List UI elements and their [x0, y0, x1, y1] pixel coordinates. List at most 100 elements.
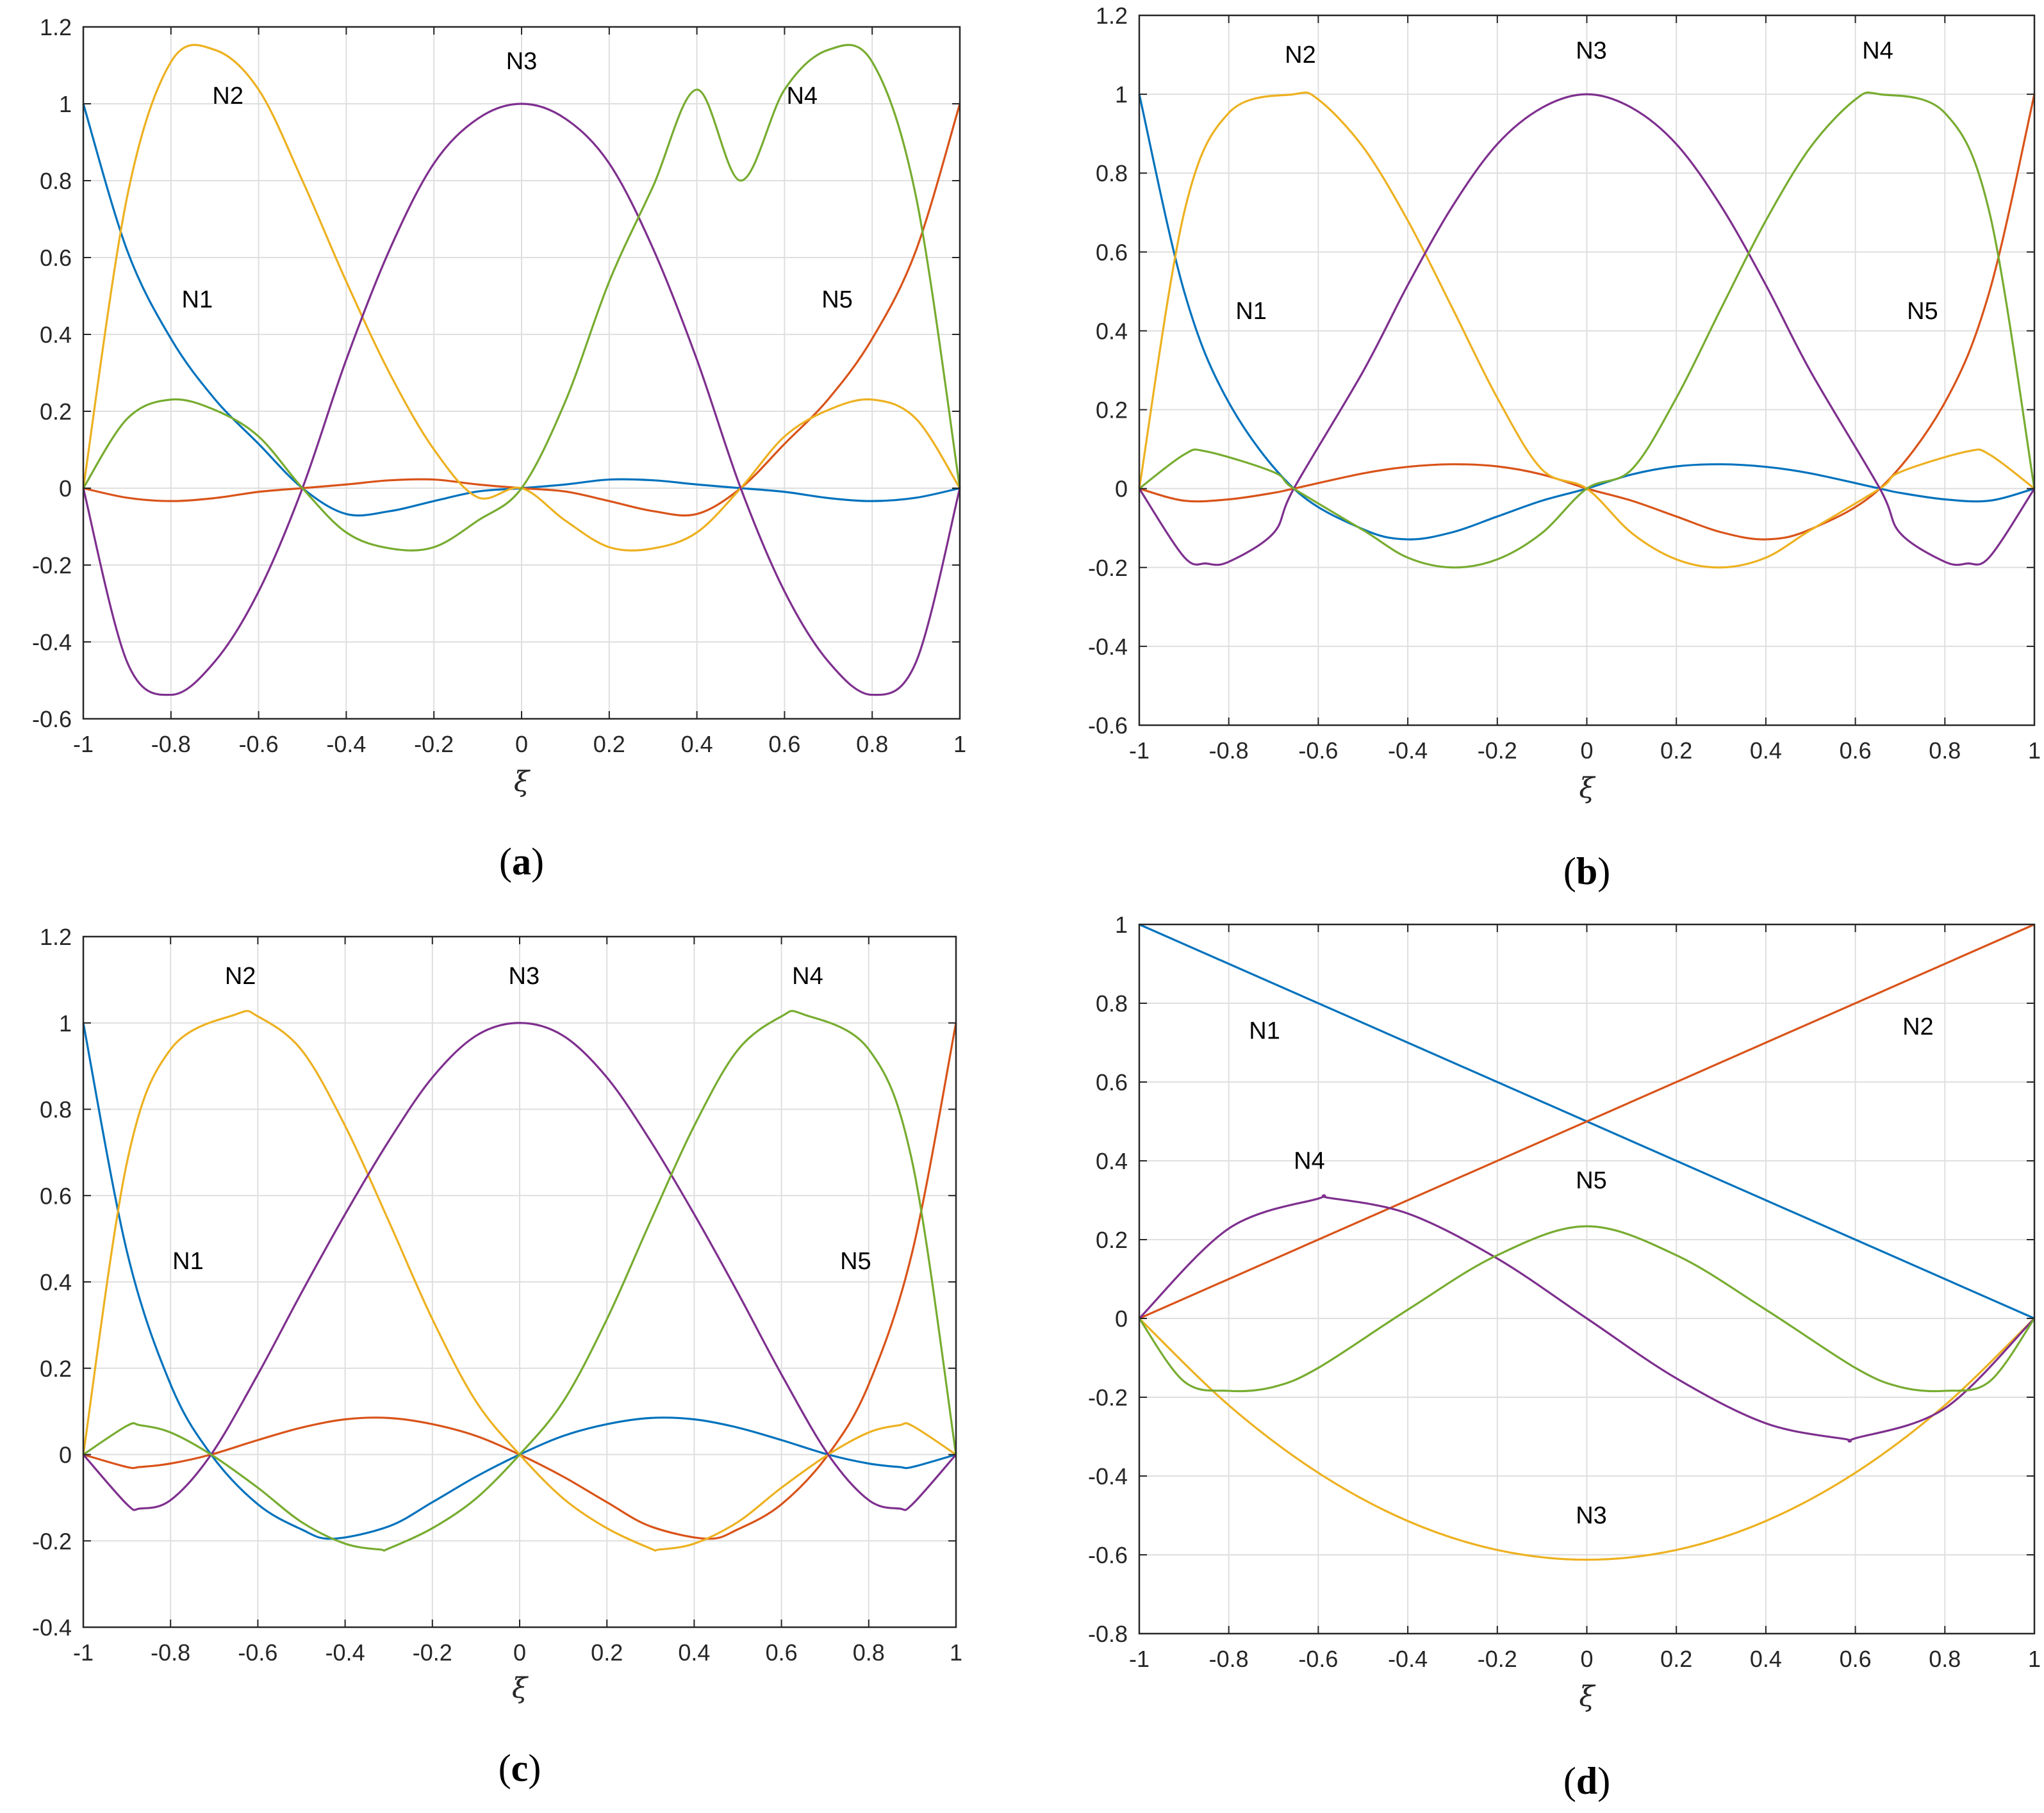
y-tick-label: -0.4	[1088, 634, 1128, 660]
x-tick-label: -0.4	[326, 731, 366, 757]
y-tick-label: -0.6	[32, 706, 72, 732]
y-tick-label: 0.8	[40, 168, 72, 194]
x-tick-label: 0.8	[1929, 737, 1961, 764]
y-tick-label: 1.2	[40, 924, 72, 950]
y-tick-label: 1.2	[1096, 3, 1128, 29]
x-tick-label: -0.6	[1298, 737, 1338, 764]
x-tick-label: -0.2	[1478, 737, 1517, 764]
x-tick-label: -0.4	[1388, 737, 1428, 764]
y-tick-label: 0.4	[40, 322, 72, 348]
x-tick-label: 0.2	[591, 1639, 623, 1666]
x-tick-label: -1	[73, 1639, 94, 1666]
x-tick-label: -0.8	[151, 1639, 190, 1666]
series-group	[1138, 923, 2036, 1561]
y-tick-label: -0.8	[1088, 1621, 1128, 1647]
x-tick-label: 1	[953, 731, 966, 757]
series-line-3	[1138, 1317, 2036, 1561]
grid	[83, 936, 957, 1628]
x-tick-label: -0.8	[151, 731, 191, 757]
x-tick-label: -0.6	[239, 731, 279, 757]
series-line-4	[82, 103, 961, 696]
series-line-1	[82, 103, 960, 517]
x-tick-label: -0.4	[326, 1639, 365, 1666]
curve-label-n1: N1	[1235, 298, 1267, 325]
curve-label-n2: N2	[1902, 1013, 1934, 1040]
y-tick-label: 0.2	[40, 1356, 72, 1382]
curve-label-n3: N3	[1576, 1502, 1607, 1529]
series-line-3	[82, 1010, 957, 1552]
y-tick-label: -0.6	[1088, 712, 1128, 739]
x-tick-label: 0.8	[856, 731, 888, 757]
y-tick-label: 0.8	[1096, 160, 1128, 186]
curve-label-n4: N4	[1862, 38, 1893, 65]
chart-panel-d: -1 -0.8 -0.6 -0.4 -0.2 0 0.2 0.4 0.6 0.8 1-0.8-0.6…	[1088, 912, 2041, 1802]
x-tick-label: 0.6	[766, 1639, 798, 1666]
x-tick-label: 0.4	[681, 731, 713, 757]
curve-label-n1: N1	[172, 1248, 204, 1275]
y-tick-label: -0.2	[32, 552, 72, 578]
series-group	[1138, 91, 2036, 569]
curve-label-n2: N2	[225, 963, 256, 990]
series-line-2	[1139, 923, 2035, 1320]
series-line-2	[83, 103, 961, 517]
x-tick-label: -1	[1129, 737, 1150, 764]
series-line-4	[1138, 1194, 2036, 1443]
x-tick-label: 0.2	[1660, 737, 1692, 764]
y-tick-label: 0	[59, 1442, 72, 1468]
x-tick-label: 0	[513, 1639, 526, 1666]
y-tick-label: 0.6	[1096, 1069, 1128, 1095]
y-tick-label: -0.2	[1088, 1384, 1128, 1411]
y-tick-label: 0	[1115, 1306, 1128, 1332]
series-line-4	[82, 1022, 957, 1511]
panel-caption: (a)	[499, 841, 544, 883]
series-line-2	[1139, 94, 2036, 541]
y-tick-label: 0.4	[1096, 1148, 1128, 1174]
curve-label-n4: N4	[786, 83, 818, 110]
series-line-3	[82, 44, 961, 552]
series-group	[82, 1010, 957, 1552]
x-tick-label: -0.8	[1209, 1646, 1249, 1672]
x-tick-label: 0	[1580, 737, 1593, 764]
y-tick-label: -0.4	[32, 629, 72, 655]
x-tick-label: 0.4	[1750, 1646, 1782, 1672]
curve-label-n4: N4	[1294, 1147, 1325, 1174]
x-tick-label: 1	[2028, 737, 2041, 764]
chart-panel-a: -1 -0.8 -0.6 -0.4 -0.2 0 0.2 0.4 0.6 0.8 1 -0.6 -0.4…	[32, 14, 966, 883]
chart-panel-b: -1 -0.8 -0.6 -0.4 -0.2 0 0.2 0.4 0.6 0.8 1 -0.6 -0.4…	[1088, 3, 2041, 892]
series-line-5	[83, 1010, 957, 1552]
x-tick-label: -1	[73, 731, 94, 757]
x-tick-label: -1	[1129, 1646, 1150, 1672]
x-tick-label: 1	[950, 1639, 962, 1666]
grid	[1139, 15, 2035, 726]
y-tick-label: -0.2	[1088, 555, 1128, 581]
x-tick-label: -0.6	[1298, 1646, 1338, 1672]
x-tick-label: 0.8	[853, 1639, 885, 1666]
y-tick-label: -0.4	[1088, 1463, 1128, 1489]
curve-label-n5: N5	[840, 1248, 871, 1275]
x-tick-label: -0.2	[413, 1639, 452, 1666]
x-tick-label: 0.4	[678, 1639, 710, 1666]
y-tick-label: 1	[1115, 912, 1128, 938]
series-line-4	[1138, 93, 2036, 566]
x-tick-label: 0.6	[768, 731, 800, 757]
y-tick-label: 0.6	[40, 245, 72, 271]
series-line-5	[1139, 91, 2036, 569]
x-tick-label: 0	[515, 731, 528, 757]
x-axis-label: ξ	[1579, 1680, 1596, 1713]
series-line-5	[82, 44, 961, 552]
curve-label-n5: N5	[1907, 298, 1938, 325]
y-tick-label: 1	[59, 1010, 72, 1037]
y-tick-label: 0.4	[40, 1269, 72, 1295]
curve-label-n5: N5	[1576, 1167, 1607, 1194]
series-group	[82, 44, 961, 696]
y-tick-label: 1	[59, 91, 72, 117]
x-axis-label: ξ	[1579, 772, 1596, 805]
y-tick-label: 1	[1115, 81, 1128, 108]
curve-label-n2: N2	[1285, 42, 1316, 69]
series-line-3	[1138, 91, 2035, 569]
y-tick-label: -0.6	[1088, 1542, 1128, 1568]
x-tick-label: -0.6	[238, 1639, 277, 1666]
y-tick-label: 0.8	[1096, 990, 1128, 1017]
y-tick-label: 0.6	[1096, 239, 1128, 265]
